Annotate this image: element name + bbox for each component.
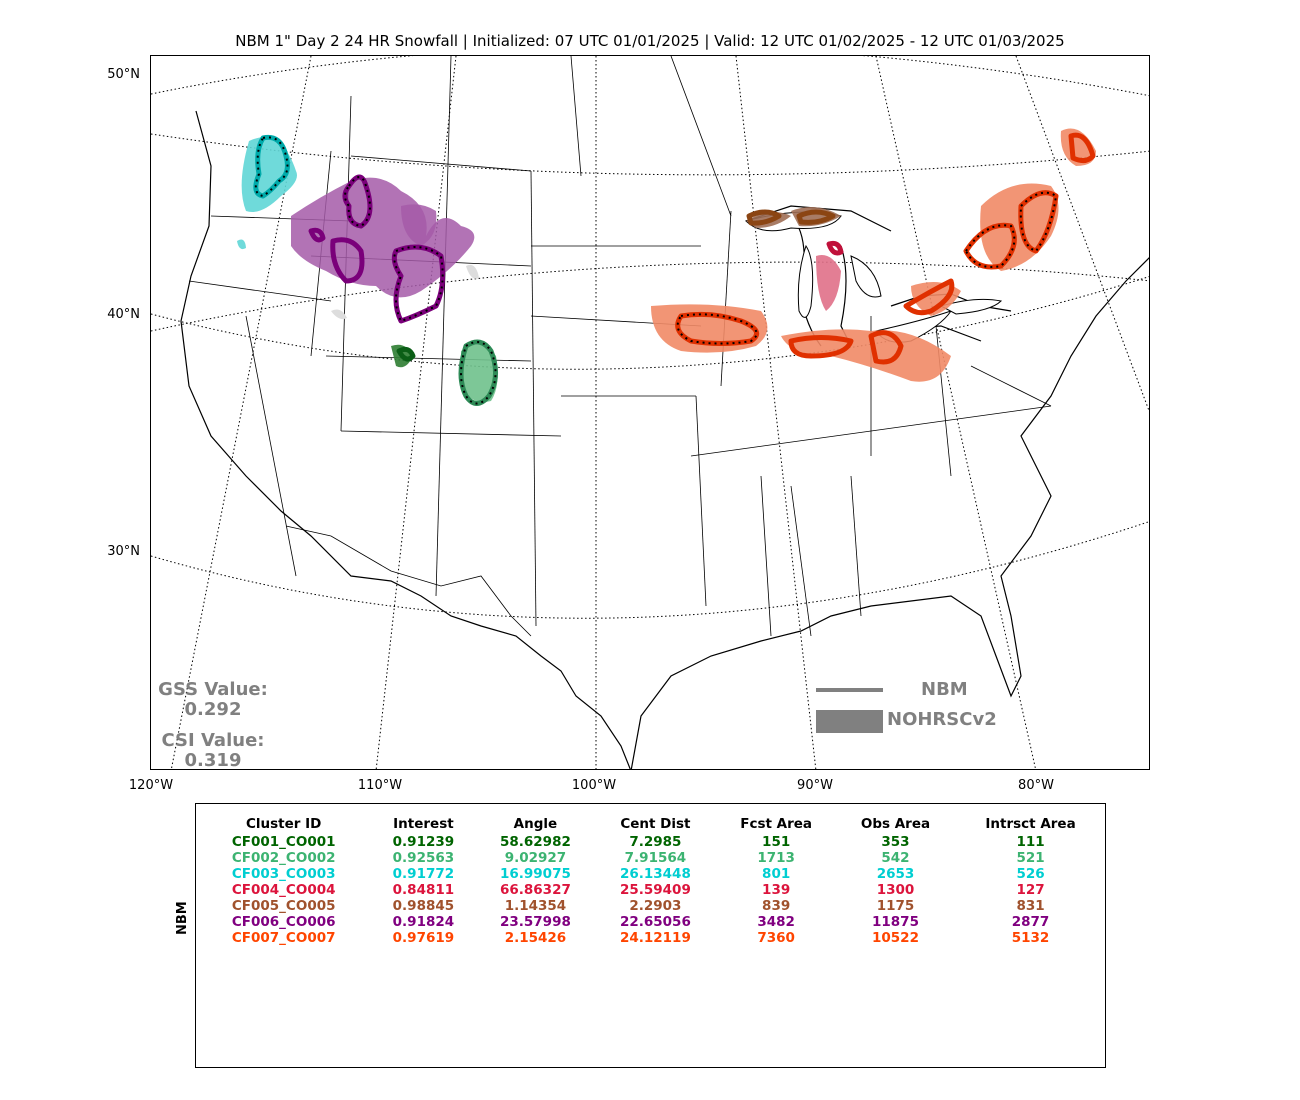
table-cell: CF006_CO006 [231,914,336,930]
header-angle: Angle [513,816,558,832]
table-row: CF006_CO006 0.91824 23.57998 22.65056 3482 11… [196,914,1107,930]
table-row: CF005_CO005 0.98845 1.14354 2.2903 839 1175 83… [196,898,1107,914]
table-cell: 111 [1016,834,1045,850]
table-row: CF004_CO004 0.84811 66.86327 25.59409 139 130… [196,882,1107,898]
table-cell: 3482 [757,914,795,930]
header-intrsct-area: Intrsct Area [985,816,1076,832]
legend-nohrsc-label: NOHRSCv2 [887,709,997,730]
table-cell: 23.57998 [499,914,571,930]
table-cell: 0.92563 [392,850,455,866]
stats-table: Cluster ID Interest Angle Cent Dist Fcst… [196,814,1107,946]
table-cell: 831 [1016,898,1045,914]
table-cell: CF007_CO007 [231,930,336,946]
table-row: CF007_CO007 0.97619 2.15426 24.12119 7360 105… [196,930,1107,946]
table-cell: 353 [881,834,910,850]
table-header-row: Cluster ID Interest Angle Cent Dist Fcst… [196,814,1107,834]
table-cell: CF003_CO003 [231,866,336,882]
table-row: CF003_CO003 0.91772 16.99075 26.13448 801 265… [196,866,1107,882]
header-cent-dist: Cent Dist [620,816,691,832]
table-cell: 521 [1016,850,1045,866]
state-borders [188,56,1052,637]
table-cell: 127 [1016,882,1045,898]
table-cell: 1713 [757,850,795,866]
table-cell: 24.12119 [619,930,691,946]
legend-fill-swatch [816,710,883,733]
table-cell: 66.86327 [499,882,571,898]
lat-label-50n: 50°N [107,67,140,82]
gss-label: GSS Value: [158,679,268,700]
legend-nbm-label: NBM [921,679,968,700]
lon-label-110w: 110°W [357,778,403,793]
table-cell: 11875 [872,914,919,930]
lon-label-80w: 80°W [1018,778,1054,793]
table-cell: 542 [881,850,910,866]
table-cell: 526 [1016,866,1045,882]
table-cell: CF005_CO005 [231,898,336,914]
lat-label-40n: 40°N [107,307,140,322]
table-cell: 7360 [757,930,795,946]
table-cell: 1.14354 [504,898,567,914]
table-cell: 7.91564 [624,850,687,866]
map-svg [151,56,1149,769]
table-cell: 1175 [876,898,915,914]
table-cell: 9.02927 [504,850,567,866]
table-cell: CF002_CO002 [231,850,336,866]
table-cell: 0.91824 [392,914,455,930]
table-cell: 801 [762,866,791,882]
table-cell: 139 [762,882,791,898]
table-cell: 22.65056 [619,914,691,930]
table-cell: 0.98845 [392,898,455,914]
table-cell: 26.13448 [619,866,691,882]
lon-label-90w: 90°W [797,778,833,793]
stats-table-panel: Cluster ID Interest Angle Cent Dist Fcst… [195,803,1106,1068]
table-row: CF001_CO001 0.91239 58.62982 7.2985 151 353 11… [196,834,1107,850]
table-cell: CF004_CO004 [231,882,336,898]
map-title: NBM 1" Day 2 24 HR Snowfall | Initialize… [235,32,1065,50]
table-cell: 2877 [1011,914,1050,930]
map-panel [150,55,1150,770]
csi-label: CSI Value: [161,730,265,751]
header-obs-area: Obs Area [860,816,931,832]
table-cell: 10522 [872,930,919,946]
table-cell: 7.2985 [629,834,682,850]
lon-label-120w: 120°W [128,778,174,793]
table-cell: 1300 [876,882,915,898]
table-row: CF002_CO002 0.92563 9.02927 7.91564 1713 542 5… [196,850,1107,866]
table-cell: 2653 [876,866,915,882]
table-cell: 25.59409 [619,882,691,898]
table-cell: 151 [762,834,791,850]
csi-value: 0.319 [184,750,242,771]
table-cell: 839 [762,898,791,914]
gss-value: 0.292 [184,699,242,720]
great-lakes [745,211,1003,343]
table-cell: CF001_CO001 [231,834,336,850]
table-cell: 0.97619 [392,930,455,946]
table-side-label: NBM [175,901,190,935]
header-cluster-id: Cluster ID [245,816,322,832]
lon-label-100w: 100°W [571,778,617,793]
table-cell: 5132 [1011,930,1050,946]
table-cell: 2.2903 [629,898,682,914]
table-cell: 0.84811 [392,882,455,898]
table-cell: 0.91239 [392,834,455,850]
table-cell: 2.15426 [504,930,567,946]
mexico-border [285,525,532,637]
header-interest: Interest [393,816,454,832]
fcst-dots [254,136,1058,405]
lat-label-30n: 30°N [107,544,140,559]
header-fcst-area: Fcst Area [740,816,813,832]
table-cell: 58.62982 [499,834,571,850]
table-cell: 16.99075 [499,866,571,882]
table-cell: 0.91772 [392,866,455,882]
